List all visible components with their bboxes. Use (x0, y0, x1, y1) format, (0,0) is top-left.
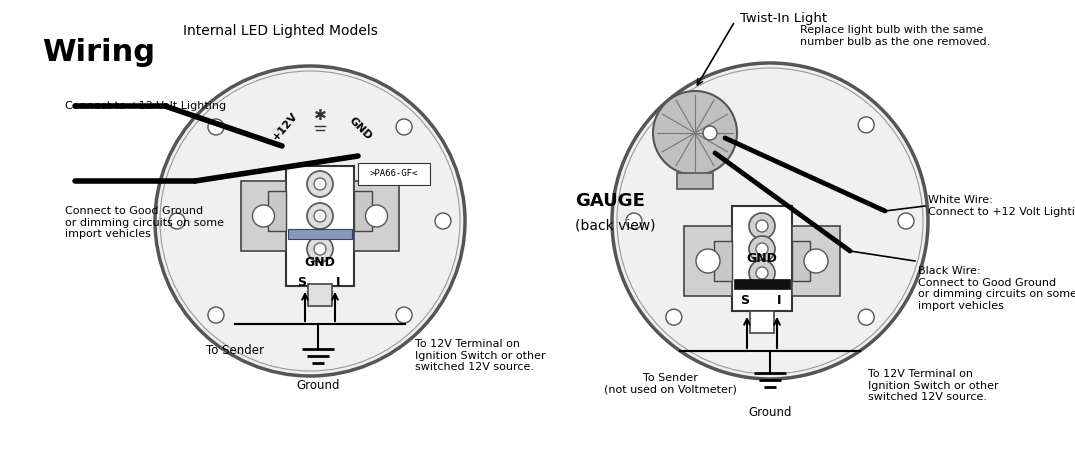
Circle shape (653, 91, 737, 175)
FancyBboxPatch shape (241, 181, 286, 251)
Text: GND: GND (746, 253, 777, 266)
Text: White Wire:
Connect to +12 Volt Lighting: White Wire: Connect to +12 Volt Lighting (928, 195, 1075, 217)
Text: Connect to Good Ground
or dimming circuits on some
import vehicles: Connect to Good Ground or dimming circui… (64, 206, 224, 239)
Text: ✱: ✱ (314, 108, 327, 124)
Circle shape (749, 260, 775, 286)
FancyBboxPatch shape (354, 191, 372, 231)
Text: S: S (741, 295, 749, 307)
FancyBboxPatch shape (354, 181, 399, 251)
Text: To 12V Terminal on
Ignition Switch or other
switched 12V source.: To 12V Terminal on Ignition Switch or ot… (868, 369, 999, 402)
FancyBboxPatch shape (732, 206, 792, 311)
FancyBboxPatch shape (288, 229, 352, 239)
Circle shape (804, 249, 828, 273)
Text: Twist-In Light: Twist-In Light (740, 12, 827, 25)
Text: To Sender: To Sender (206, 344, 264, 357)
Circle shape (253, 205, 274, 227)
FancyBboxPatch shape (714, 241, 732, 281)
Circle shape (898, 213, 914, 229)
Circle shape (366, 205, 387, 227)
FancyBboxPatch shape (792, 241, 809, 281)
Circle shape (207, 307, 224, 323)
Text: GND: GND (304, 256, 335, 270)
Circle shape (307, 171, 333, 197)
Text: GND: GND (347, 116, 373, 142)
Text: (back view): (back view) (575, 219, 656, 233)
Text: Replace light bulb with the same
number bulb as the one removed.: Replace light bulb with the same number … (800, 25, 990, 47)
Circle shape (756, 267, 768, 279)
Text: To 12V Terminal on
Ignition Switch or other
switched 12V source.: To 12V Terminal on Ignition Switch or ot… (415, 339, 546, 372)
Circle shape (314, 178, 326, 190)
FancyBboxPatch shape (286, 166, 354, 286)
Circle shape (626, 213, 642, 229)
Circle shape (207, 119, 224, 135)
Circle shape (858, 309, 874, 325)
Circle shape (314, 243, 326, 255)
Text: S: S (298, 277, 306, 290)
Text: I: I (335, 277, 341, 290)
Text: >PA66-GF<: >PA66-GF< (370, 170, 418, 178)
Circle shape (858, 117, 874, 133)
Circle shape (756, 220, 768, 232)
Circle shape (749, 213, 775, 239)
Circle shape (703, 126, 717, 140)
Text: Black Wire:
Connect to Good Ground
or dimming circuits on some
import vehicles: Black Wire: Connect to Good Ground or di… (918, 266, 1075, 311)
FancyBboxPatch shape (268, 191, 286, 231)
Circle shape (169, 213, 185, 229)
Circle shape (314, 210, 326, 222)
FancyBboxPatch shape (677, 173, 713, 189)
Text: To Sender
(not used on Voltmeter): To Sender (not used on Voltmeter) (603, 373, 736, 395)
FancyBboxPatch shape (358, 163, 430, 185)
Circle shape (307, 236, 333, 262)
Text: I: I (777, 295, 782, 307)
Text: +12V: +12V (271, 110, 300, 142)
FancyBboxPatch shape (734, 279, 790, 289)
FancyBboxPatch shape (309, 284, 332, 306)
Text: Internal LED Lighted Models: Internal LED Lighted Models (183, 24, 377, 38)
Circle shape (307, 203, 333, 229)
Circle shape (665, 117, 682, 133)
Text: Ground: Ground (748, 406, 792, 419)
Circle shape (612, 63, 928, 379)
Circle shape (696, 249, 720, 273)
Text: Wiring: Wiring (42, 39, 155, 67)
Circle shape (155, 66, 465, 376)
Text: Ground: Ground (297, 379, 340, 392)
Circle shape (396, 307, 412, 323)
Circle shape (665, 309, 682, 325)
FancyBboxPatch shape (750, 311, 774, 333)
Circle shape (756, 243, 768, 255)
Text: GAUGE: GAUGE (575, 192, 645, 210)
Circle shape (396, 119, 412, 135)
FancyBboxPatch shape (792, 226, 840, 296)
Text: Connect to +12 Volt Lighting: Connect to +12 Volt Lighting (64, 101, 226, 111)
FancyBboxPatch shape (684, 226, 732, 296)
Circle shape (435, 213, 452, 229)
Circle shape (749, 236, 775, 262)
